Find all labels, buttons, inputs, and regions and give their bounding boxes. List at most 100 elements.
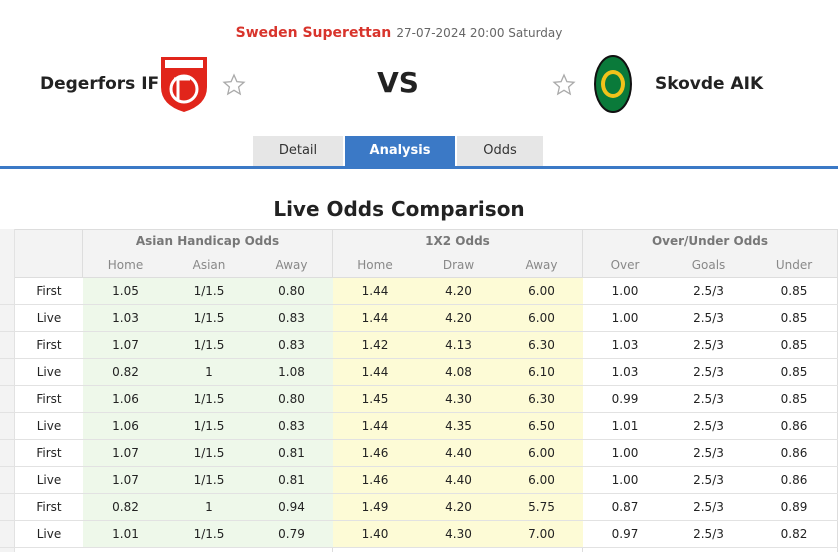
favorite-star[interactable] bbox=[552, 73, 576, 97]
odds-value: 0.80 bbox=[250, 278, 333, 304]
odds-value: 1 bbox=[168, 359, 250, 385]
odds-value: 0.86 bbox=[780, 473, 808, 487]
odds-value: 0.85 bbox=[780, 392, 808, 406]
odds-value: 1.03 bbox=[611, 365, 639, 379]
odds-value: 1/1.5 bbox=[168, 386, 250, 412]
column-header: Under bbox=[775, 258, 813, 272]
odds-value: 4.30 bbox=[417, 386, 500, 412]
odds-value: 1.03 bbox=[83, 305, 168, 331]
odds-type: First bbox=[36, 392, 62, 406]
column-header: Away bbox=[525, 258, 558, 272]
league[interactable]: Sweden Superettan bbox=[235, 25, 392, 41]
odds-value: 2.5/3 bbox=[693, 311, 724, 325]
match-datetime: 27-07-2024 20:00 Saturday bbox=[396, 26, 563, 40]
odds-value: 2.5/3 bbox=[693, 473, 724, 487]
odds-value: 1.07 bbox=[83, 467, 168, 493]
odds-value: 1.03 bbox=[611, 338, 639, 352]
odds-value: 1.40 bbox=[333, 521, 417, 547]
odds-value: 1.07 bbox=[83, 440, 168, 466]
odds-type: Live bbox=[36, 365, 62, 379]
odds-type: First bbox=[36, 284, 62, 298]
section-title: Live Odds Comparison bbox=[273, 197, 525, 221]
odds-type: First bbox=[36, 446, 62, 460]
odds-value: 1.01 bbox=[83, 521, 168, 547]
odds-value: 0.99 bbox=[611, 392, 639, 406]
row-divider bbox=[0, 521, 838, 548]
odds-value: 0.89 bbox=[780, 500, 808, 514]
odds-value: 0.85 bbox=[780, 365, 808, 379]
column-header: Goals bbox=[691, 258, 726, 272]
odds-value: 6.50 bbox=[500, 413, 583, 439]
odds-value: 6.30 bbox=[500, 332, 583, 358]
home-logo bbox=[161, 57, 207, 112]
match-info: Sweden Superettan 27-07-2024 20:00 Satur… bbox=[0, 22, 798, 41]
odds-value: 6.10 bbox=[500, 359, 583, 385]
odds-value: 0.94 bbox=[250, 494, 333, 520]
row-divider bbox=[0, 332, 838, 359]
odds-value: 0.82 bbox=[780, 527, 808, 541]
odds-value: 1/1.5 bbox=[168, 332, 250, 358]
odds-value: 2.5/3 bbox=[693, 284, 724, 298]
row-divider bbox=[0, 305, 838, 332]
vs-label: VS bbox=[377, 66, 419, 99]
odds-value: 1/1.5 bbox=[168, 521, 250, 547]
odds-value: 0.83 bbox=[250, 305, 333, 331]
odds-table: Asian Handicap Odds 1X2 Odds Over/Under Od… bbox=[0, 229, 838, 552]
away-logo bbox=[594, 55, 632, 113]
odds-value: 2.5/3 bbox=[693, 392, 724, 406]
odds-value: 4.20 bbox=[417, 278, 500, 304]
odds-type: First bbox=[36, 500, 62, 514]
odds-value: 6.00 bbox=[500, 440, 583, 466]
odds-value: 0.80 bbox=[250, 386, 333, 412]
tab-odds[interactable]: Odds bbox=[457, 136, 543, 166]
column-header: Over bbox=[610, 258, 640, 272]
odds-value: 2.5/3 bbox=[693, 419, 724, 433]
header-bg bbox=[0, 229, 838, 278]
odds-value: 1/1.5 bbox=[168, 440, 250, 466]
odds-type: Live bbox=[36, 311, 62, 325]
odds-value: 1.44 bbox=[333, 278, 417, 304]
odds-value: 1.00 bbox=[611, 284, 639, 298]
tab-analysis[interactable]: Analysis bbox=[345, 136, 455, 166]
home-team[interactable]: Degerfors IF bbox=[40, 74, 160, 94]
odds-value: 1.00 bbox=[611, 311, 639, 325]
odds-value: 0.85 bbox=[780, 311, 808, 325]
type-header bbox=[15, 229, 83, 278]
odds-value: 1.44 bbox=[333, 305, 417, 331]
odds-value: 6.30 bbox=[500, 386, 583, 412]
odds-value: 1.06 bbox=[83, 413, 168, 439]
odds-value: 1.44 bbox=[333, 413, 417, 439]
row-divider bbox=[0, 467, 838, 494]
odds-value: 1.46 bbox=[333, 440, 417, 466]
odds-value: 0.86 bbox=[780, 446, 808, 460]
favorite-star[interactable] bbox=[222, 73, 246, 97]
odds-value: 1.45 bbox=[333, 386, 417, 412]
odds-value: 5.75 bbox=[500, 494, 583, 520]
odds-value: 1.42 bbox=[333, 332, 417, 358]
odds-value: 2.5/3 bbox=[693, 527, 724, 541]
odds-value: 4.40 bbox=[417, 440, 500, 466]
odds-value: 0.82 bbox=[83, 494, 168, 520]
odds-value: 4.08 bbox=[417, 359, 500, 385]
odds-value: 1/1.5 bbox=[168, 305, 250, 331]
odds-value: 0.97 bbox=[611, 527, 639, 541]
odds-type: Live bbox=[36, 527, 62, 541]
odds-value: 0.81 bbox=[250, 467, 333, 493]
away-team[interactable]: Skovde AIK bbox=[655, 74, 764, 94]
odds-value: 2.5/3 bbox=[693, 365, 724, 379]
odds-value: 4.35 bbox=[417, 413, 500, 439]
odds-value: 1.00 bbox=[611, 473, 639, 487]
odds-value: 2.5/3 bbox=[693, 446, 724, 460]
odds-value: 6.00 bbox=[500, 467, 583, 493]
odds-value: 1 bbox=[168, 494, 250, 520]
odds-value: 4.40 bbox=[417, 467, 500, 493]
odds-value: 1.01 bbox=[611, 419, 639, 433]
tab-detail[interactable]: Detail bbox=[253, 136, 343, 166]
row-divider bbox=[0, 278, 838, 305]
odds-value: 6.00 bbox=[500, 305, 583, 331]
left-strip bbox=[0, 229, 15, 552]
odds-value: 0.81 bbox=[250, 440, 333, 466]
row-divider bbox=[0, 386, 838, 413]
odds-value: 0.86 bbox=[780, 419, 808, 433]
